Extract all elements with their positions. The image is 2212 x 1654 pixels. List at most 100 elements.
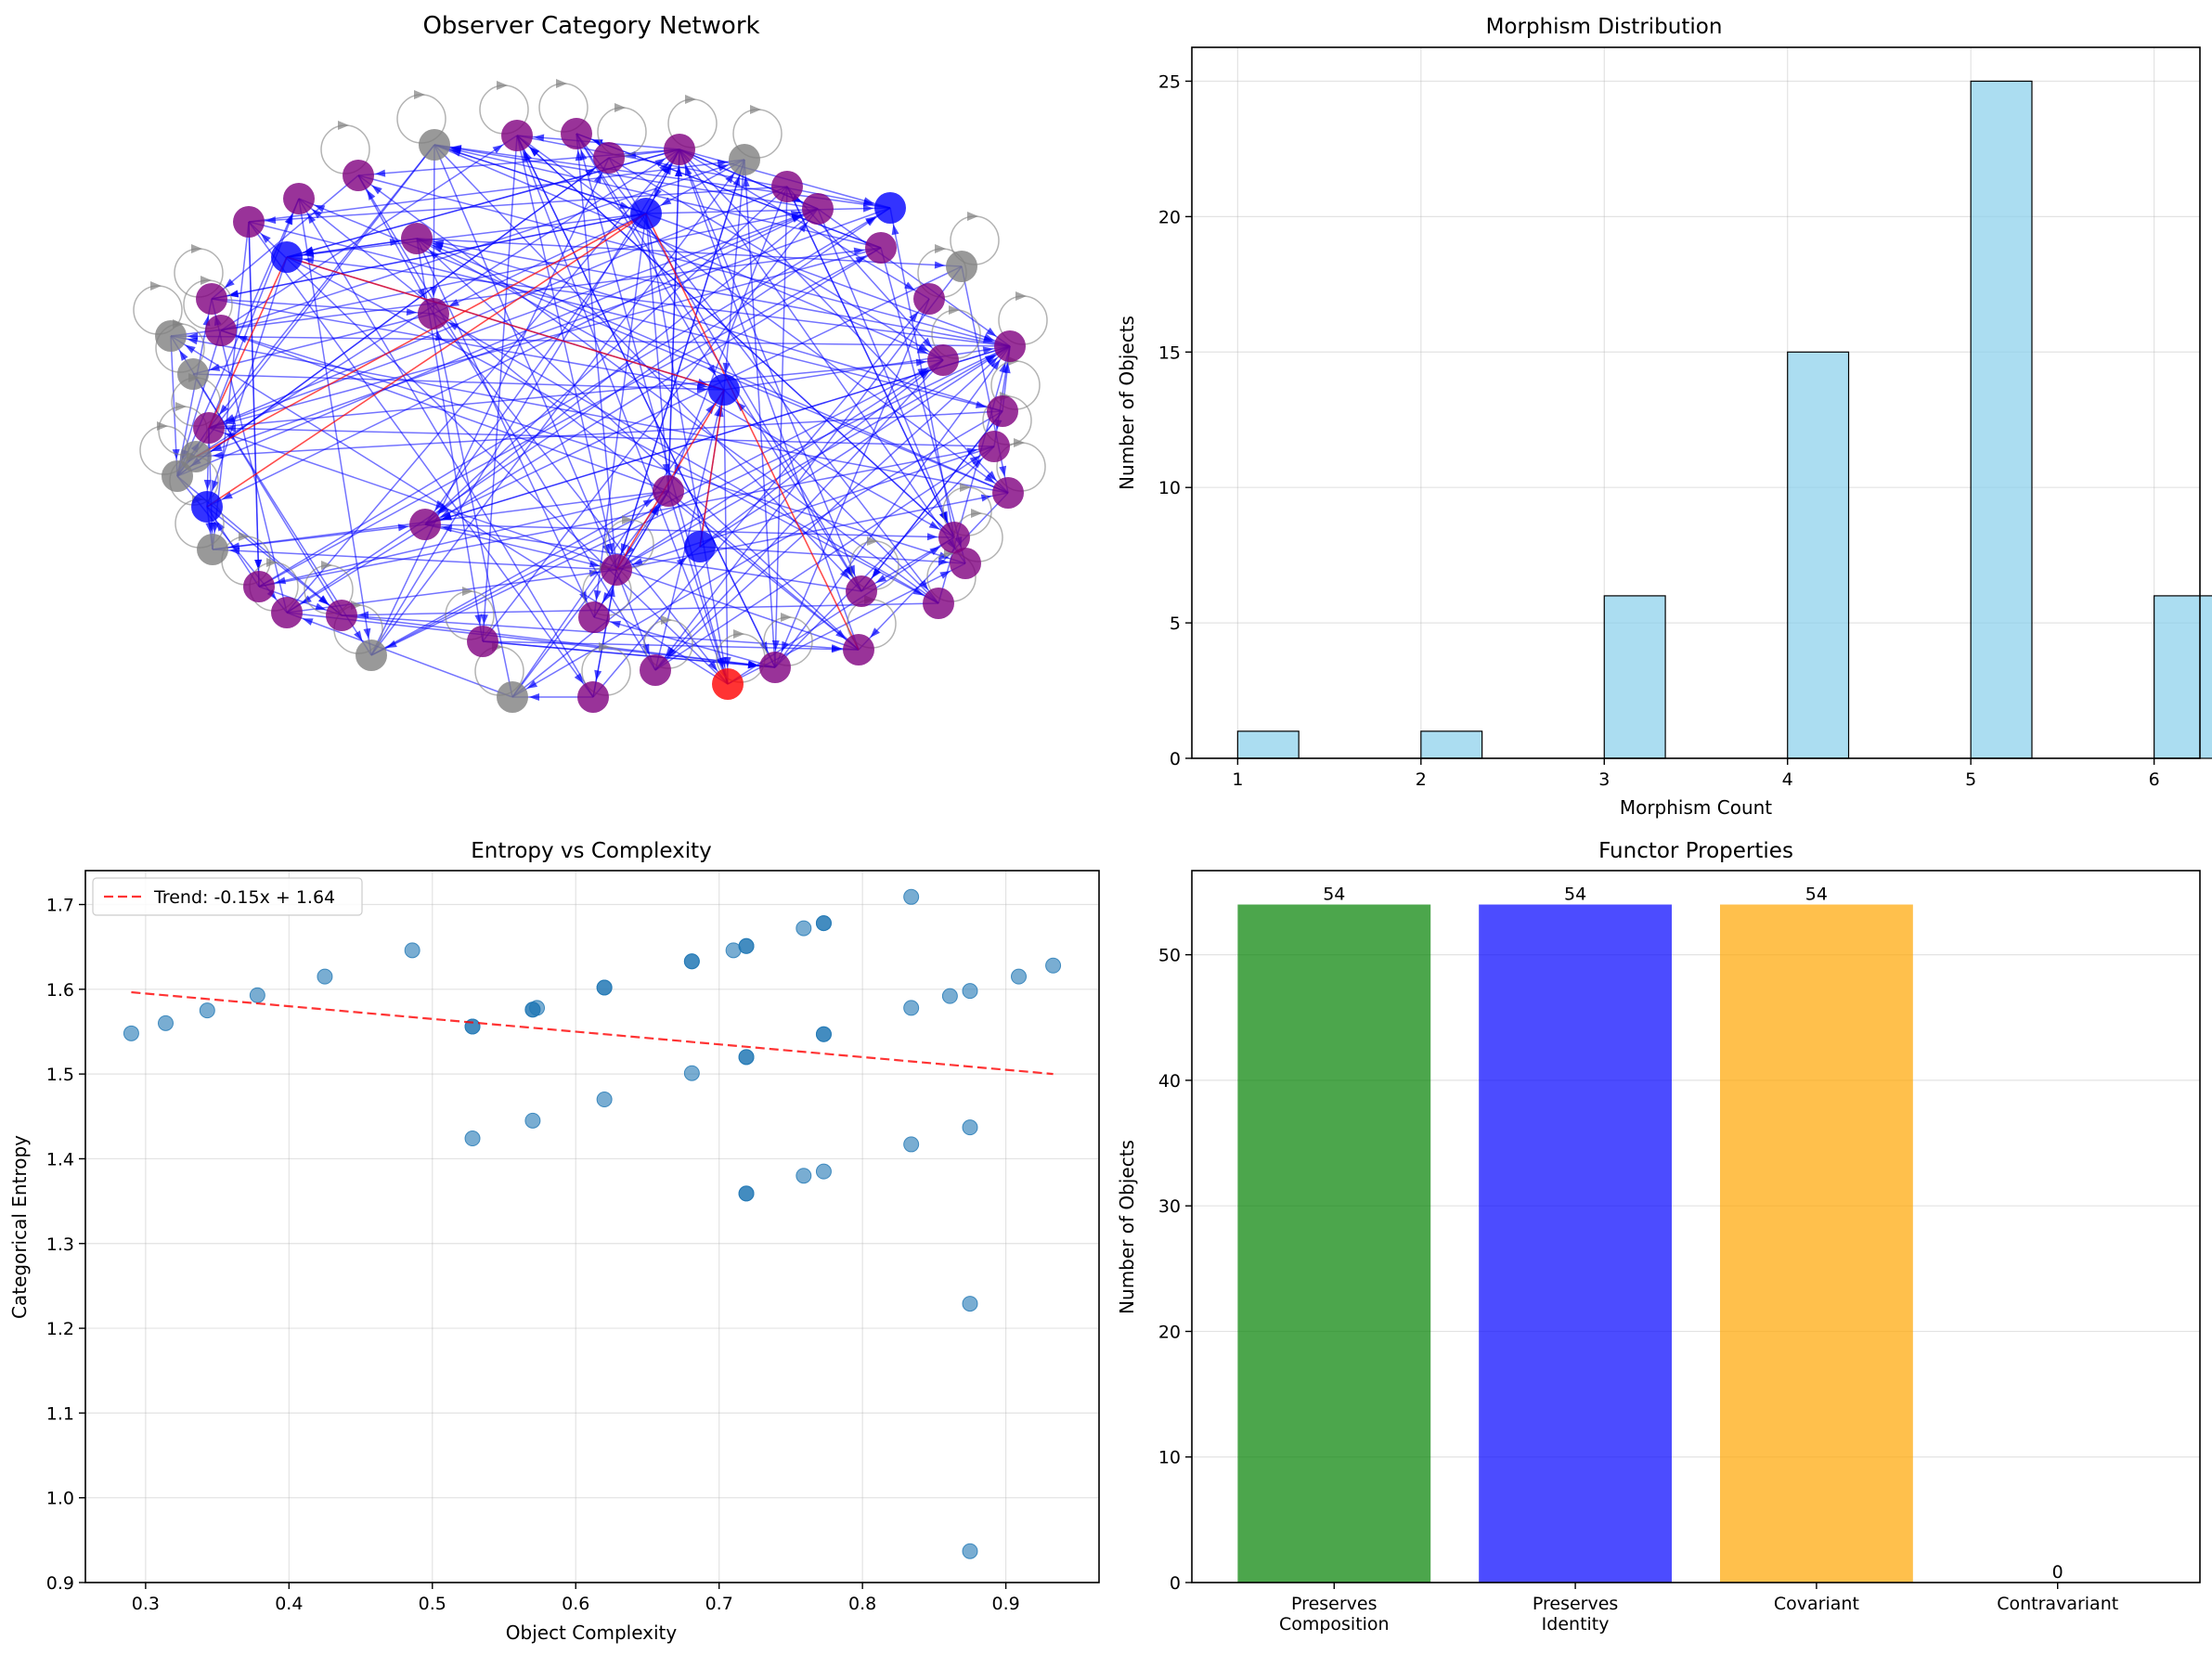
morphism-arrowhead bbox=[781, 640, 789, 653]
morphism-edge bbox=[608, 157, 944, 361]
morphism-edge bbox=[208, 198, 300, 429]
entropy-xlabel: Object Complexity bbox=[506, 1622, 678, 1644]
entropy-points bbox=[123, 888, 1062, 1559]
scatter-point bbox=[962, 1543, 978, 1559]
morphism-arrowhead bbox=[317, 595, 329, 605]
morphism-arrowhead bbox=[872, 567, 882, 578]
scatter-point bbox=[683, 1065, 700, 1081]
morphism-arrowhead bbox=[610, 620, 622, 628]
network-node-purple bbox=[759, 652, 791, 683]
morphism-arrowhead bbox=[447, 321, 459, 330]
highlight-edge bbox=[286, 256, 725, 391]
morphism-edge bbox=[516, 135, 955, 538]
morphism-edge bbox=[482, 135, 518, 642]
scatter-point bbox=[1011, 968, 1028, 985]
network-node-purple bbox=[843, 634, 874, 665]
morphism-edge bbox=[645, 213, 669, 492]
entropy-legend: Trend: -0.15x + 1.64 bbox=[92, 877, 363, 916]
morphism-edge bbox=[880, 247, 966, 564]
network-node-purple bbox=[196, 283, 227, 315]
morphism-arrowhead bbox=[632, 558, 643, 565]
functor-bars: 54 54 54 0 bbox=[1237, 885, 2063, 1583]
highlight-edge bbox=[645, 213, 860, 651]
morphism-arrowhead bbox=[742, 175, 750, 187]
morphism-edge bbox=[211, 174, 359, 300]
network-node-purple bbox=[578, 601, 610, 633]
morphism-arrowhead bbox=[225, 417, 237, 425]
identity-arrowhead bbox=[556, 79, 567, 88]
morphism-edge bbox=[576, 133, 729, 685]
identity-arrowhead bbox=[201, 276, 212, 285]
morphism-edge bbox=[723, 389, 939, 604]
morphism-arrowhead bbox=[654, 158, 666, 167]
morphism-arrowhead bbox=[480, 614, 488, 626]
morphism-edge bbox=[424, 265, 963, 525]
morphism-ylabel: Number of Objects bbox=[1116, 316, 1138, 490]
network-node-purple bbox=[418, 298, 449, 330]
identity-arrowhead bbox=[960, 483, 971, 492]
entropy-title: Entropy vs Complexity bbox=[471, 839, 711, 863]
network-node-purple bbox=[653, 475, 684, 507]
morphism-arrowhead bbox=[986, 327, 997, 337]
network-node-purple bbox=[802, 193, 834, 225]
morphism-arrowhead bbox=[619, 201, 630, 209]
morphism-arrowhead bbox=[909, 311, 919, 322]
morphism-edge bbox=[424, 523, 955, 538]
morphism-edge bbox=[357, 174, 656, 671]
morphism-edge bbox=[433, 313, 513, 698]
network-node-gray bbox=[197, 534, 228, 565]
morphism-arrowhead bbox=[642, 498, 654, 508]
identity-arrowhead bbox=[239, 532, 250, 541]
morphism-edge bbox=[220, 208, 819, 331]
morphism-edge bbox=[433, 144, 944, 361]
scatter-point bbox=[903, 888, 920, 905]
morphism-arrowhead bbox=[179, 350, 188, 361]
network-node-gray bbox=[177, 358, 209, 390]
morphism-ytick-label: 0 bbox=[1170, 749, 1181, 769]
network-node-purple bbox=[593, 142, 625, 174]
entropy-ytick-label: 1.1 bbox=[46, 1403, 74, 1424]
scatter-point bbox=[796, 920, 812, 937]
morphism-arrowhead bbox=[432, 245, 444, 253]
morphism-bar bbox=[1787, 351, 1850, 759]
morphism-panel: Morphism Distribution 1 2 3 4 5 6 0 5 10 15 20 25 M… bbox=[1116, 15, 2212, 819]
morphism-xtick-label: 4 bbox=[1782, 769, 1793, 790]
scatter-point bbox=[738, 1049, 755, 1066]
morphism-arrowhead bbox=[904, 281, 915, 291]
morphism-edge bbox=[433, 213, 647, 315]
morphism-arrowhead bbox=[406, 308, 418, 317]
morphism-edge bbox=[667, 186, 788, 492]
network-node-blue bbox=[191, 491, 223, 523]
entropy-xtick-label: 0.7 bbox=[705, 1594, 733, 1614]
morphism-arrowhead bbox=[918, 342, 929, 352]
identity-arrowhead bbox=[733, 629, 744, 639]
morphism-edge bbox=[593, 213, 647, 618]
morphism-bar bbox=[2154, 595, 2212, 759]
network-node-blue bbox=[684, 531, 716, 562]
network-node-purple bbox=[243, 571, 275, 602]
morphism-arrowhead bbox=[524, 150, 533, 162]
functor-bar bbox=[1237, 904, 1431, 1583]
network-node-purple bbox=[927, 344, 959, 376]
network-node-purple bbox=[601, 554, 632, 586]
network-node-gray bbox=[497, 681, 528, 713]
identity-arrowhead bbox=[949, 305, 960, 315]
morphism-arrowhead bbox=[438, 504, 449, 514]
morphism-arrowhead bbox=[357, 611, 369, 619]
scatter-point bbox=[815, 915, 832, 932]
identity-arrowhead bbox=[867, 536, 878, 546]
morphism-edge bbox=[679, 149, 862, 592]
morphism-arrowhead bbox=[533, 134, 545, 142]
entropy-ytick-label: 1.2 bbox=[46, 1319, 74, 1339]
morphism-edge bbox=[208, 144, 435, 429]
entropy-ytick-label: 0.9 bbox=[46, 1573, 74, 1594]
morphism-arrowhead bbox=[987, 357, 998, 368]
morphism-edge bbox=[298, 198, 860, 651]
morphism-bars bbox=[1236, 80, 2212, 759]
morphism-ytick-label: 15 bbox=[1158, 342, 1181, 363]
functor-ytick-label: 40 bbox=[1158, 1071, 1181, 1092]
entropy-panel: Entropy vs Complexity 0.3 0.4 0.5 0.6 0.7 0.8… bbox=[8, 839, 1100, 1644]
network-node-purple bbox=[865, 232, 897, 264]
morphism-arrowhead bbox=[606, 542, 614, 554]
morphism-edge bbox=[679, 149, 966, 564]
